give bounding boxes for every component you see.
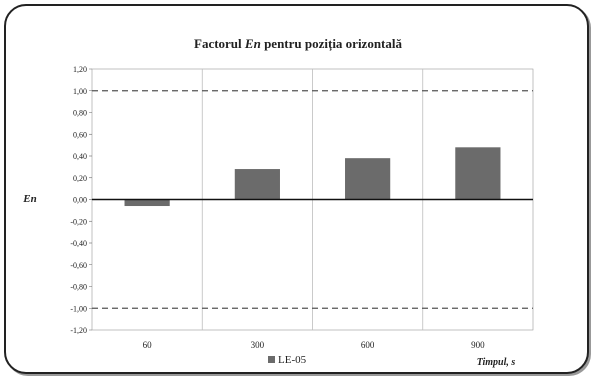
- y-tick-label: 1,00: [73, 87, 87, 96]
- chart-svg: Factorul En pentru poziția orizontală 1,…: [22, 36, 534, 368]
- x-tick-label: 600: [361, 340, 375, 350]
- chart-title: Factorul En pentru poziția orizontală: [194, 36, 402, 52]
- y-tick-labels: 1,20 1,00 0,80 0,60 0,40 0,20 0,00 -0,20 -0,40 -0…: [70, 65, 92, 335]
- y-tick-label: 0,80: [73, 109, 87, 118]
- y-tick-label: 0,00: [73, 196, 87, 205]
- bar-900: [455, 147, 501, 200]
- y-tick-label: -0,20: [70, 217, 87, 226]
- bar-300: [234, 169, 280, 200]
- x-axis-label: Timpul, s: [477, 357, 516, 368]
- y-tick-label: 0,40: [73, 152, 87, 161]
- y-tick-label: -0,60: [70, 261, 87, 270]
- y-tick-label: 1,20: [73, 65, 87, 74]
- y-axis-label: En: [22, 193, 36, 205]
- y-tick-label: -0,80: [70, 283, 87, 292]
- y-tick-label: -0,40: [70, 239, 87, 248]
- x-tick-label: 300: [251, 340, 265, 350]
- legend: LE-05: [268, 354, 307, 366]
- y-tick-label: -1,00: [70, 304, 87, 313]
- x-tick-label: 900: [471, 340, 485, 350]
- bar-60: [124, 199, 170, 207]
- y-tick-label: 0,20: [73, 174, 87, 183]
- y-tick-label: 0,60: [73, 130, 87, 139]
- reference-lines: [92, 90, 533, 309]
- legend-label-le-05: LE-05: [278, 354, 307, 366]
- x-tick-labels: 60 300 600 900: [143, 340, 486, 350]
- legend-swatch: [268, 356, 275, 363]
- x-tick-label: 60: [143, 340, 153, 350]
- y-tick-label: -1,20: [70, 326, 87, 335]
- bars: [124, 147, 501, 207]
- chart-frame: Factorul En pentru poziția orizontală 1,…: [4, 4, 589, 374]
- bar-600: [345, 158, 391, 200]
